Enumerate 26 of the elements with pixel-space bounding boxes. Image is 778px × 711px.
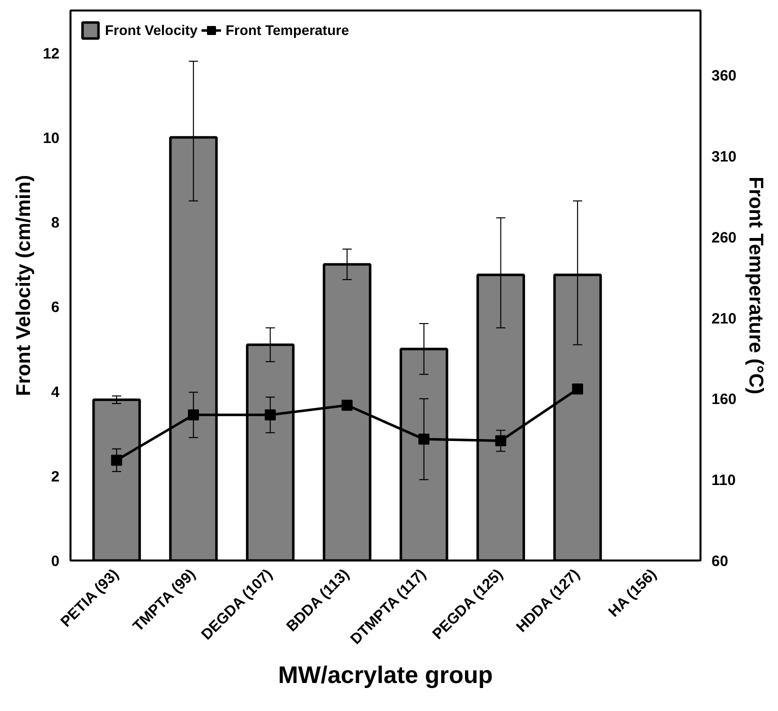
- point: [342, 400, 353, 411]
- point: [572, 384, 584, 395]
- y-axis-title: Front Velocity (cm/min): [12, 174, 35, 396]
- legend-label: Front Temperature: [226, 22, 350, 38]
- legend-label: Front Velocity: [105, 22, 198, 38]
- y2-tick-label: 310: [712, 148, 737, 166]
- point: [111, 454, 122, 466]
- y2-axis-title: Front Temperature (°C): [744, 176, 767, 394]
- y2-tick-label: 60: [712, 553, 728, 570]
- y2-tick-label: 160: [712, 391, 737, 408]
- y-tick-label: 8: [51, 214, 60, 232]
- y-tick-label: 6: [51, 299, 60, 316]
- y-tick-label: 2: [51, 468, 60, 486]
- point: [495, 435, 506, 446]
- point: [418, 434, 430, 445]
- point: [188, 409, 199, 420]
- y2-tick-label: 360: [712, 68, 737, 85]
- y-tick-label: 12: [42, 45, 60, 62]
- y2-tick-label: 210: [712, 310, 737, 328]
- y-tick-label: 0: [51, 553, 60, 570]
- y2-tick-label: 110: [712, 472, 736, 490]
- y-tick-label: 4: [51, 384, 60, 401]
- x-axis-title: MW/acrylate group: [278, 662, 493, 690]
- y-tick-label: 10: [42, 130, 60, 147]
- point: [264, 409, 276, 420]
- y2-tick-label: 260: [712, 229, 737, 246]
